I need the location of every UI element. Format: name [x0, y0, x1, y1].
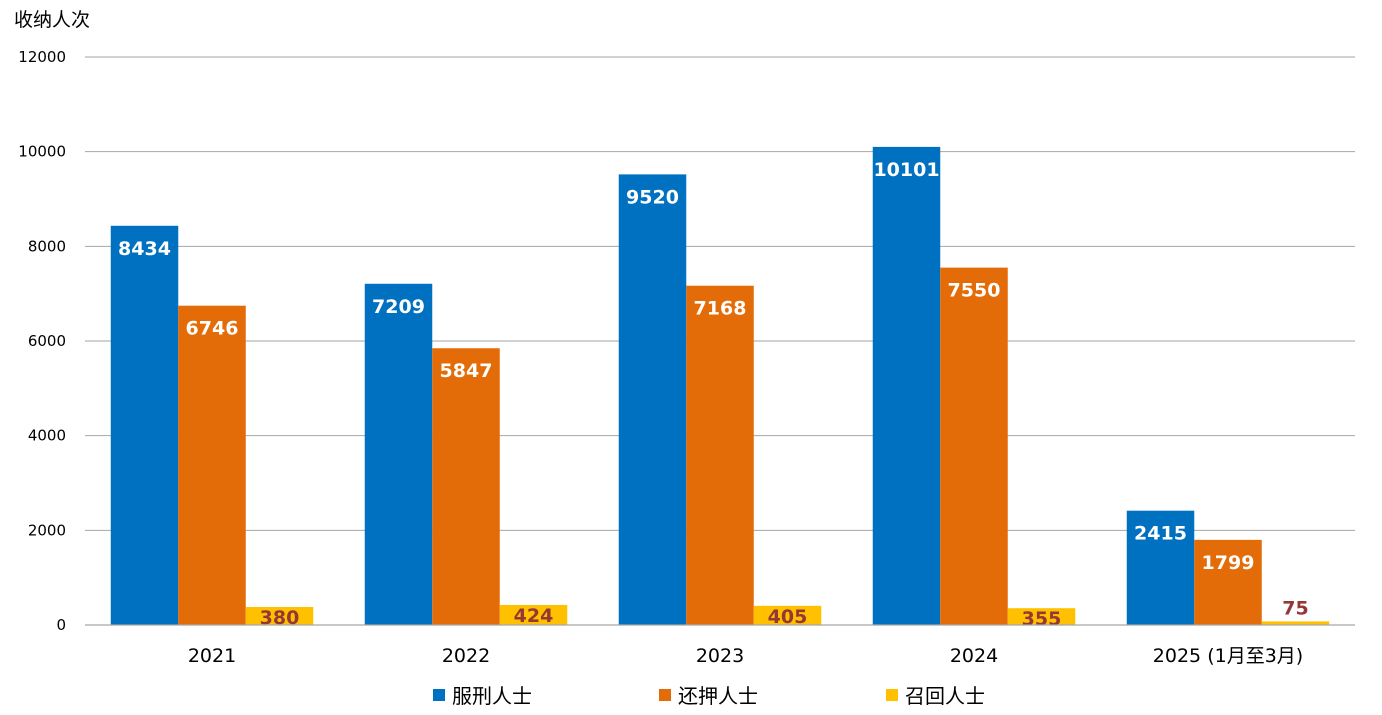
bar: [940, 267, 1008, 625]
bar: [618, 174, 687, 626]
data-label: 380: [260, 607, 300, 629]
x-tick-label: 2022: [442, 645, 490, 667]
data-label: 9520: [626, 186, 679, 208]
data-label: 355: [1022, 608, 1062, 630]
bar: [178, 305, 246, 625]
bar: [753, 605, 822, 625]
bar: [1261, 621, 1330, 625]
y-tick-label: 4000: [28, 427, 66, 445]
bars: [110, 146, 1330, 626]
x-tick-label: 2021: [188, 645, 236, 667]
legend-label: 还押人士: [678, 684, 758, 708]
y-tick-label: 10000: [18, 143, 66, 161]
x-tick-label: 2023: [696, 645, 744, 667]
data-label: 75: [1282, 597, 1308, 619]
y-axis-label: 收纳人次: [14, 9, 90, 31]
x-axis: 2021 2022 2023 2024 2025 (1月至3月): [85, 624, 1355, 667]
data-label: 7209: [372, 296, 425, 318]
data-label: 424: [514, 605, 554, 627]
bar: [1194, 539, 1262, 625]
bar: [499, 604, 568, 625]
data-label: 1799: [1202, 552, 1255, 574]
bar: [1007, 608, 1076, 625]
legend-swatch: [886, 689, 898, 701]
x-tick-label: 2025 (1月至3月): [1153, 645, 1303, 667]
legend-label: 服刑人士: [452, 684, 532, 708]
bar: [1126, 510, 1195, 625]
legend-label: 召回人士: [905, 684, 985, 708]
bar: [110, 225, 179, 626]
data-label: 7168: [694, 298, 747, 320]
y-tick-label: 2000: [28, 521, 66, 539]
y-axis-ticks: 0 2000 4000 6000 8000 10000 12000: [18, 48, 66, 634]
legend: 服刑人士 还押人士 召回人士: [433, 684, 985, 708]
bar: [686, 285, 754, 625]
bar: [432, 348, 500, 625]
legend-swatch: [433, 689, 445, 701]
y-tick-label: 0: [56, 616, 66, 634]
data-label: 2415: [1134, 523, 1187, 545]
data-label: 5847: [440, 360, 493, 382]
legend-swatch: [659, 689, 671, 701]
data-label: 405: [768, 606, 808, 628]
data-label: 10101: [873, 159, 939, 181]
bar: [364, 283, 433, 625]
bar: [245, 607, 314, 625]
data-label: 8434: [118, 238, 171, 260]
y-tick-label: 8000: [28, 237, 66, 255]
data-label: 7550: [948, 280, 1001, 302]
bar: [872, 146, 941, 626]
x-tick-label: 2024: [950, 645, 998, 667]
y-tick-label: 6000: [28, 332, 66, 350]
y-tick-label: 12000: [18, 48, 66, 66]
data-label: 6746: [186, 318, 239, 340]
